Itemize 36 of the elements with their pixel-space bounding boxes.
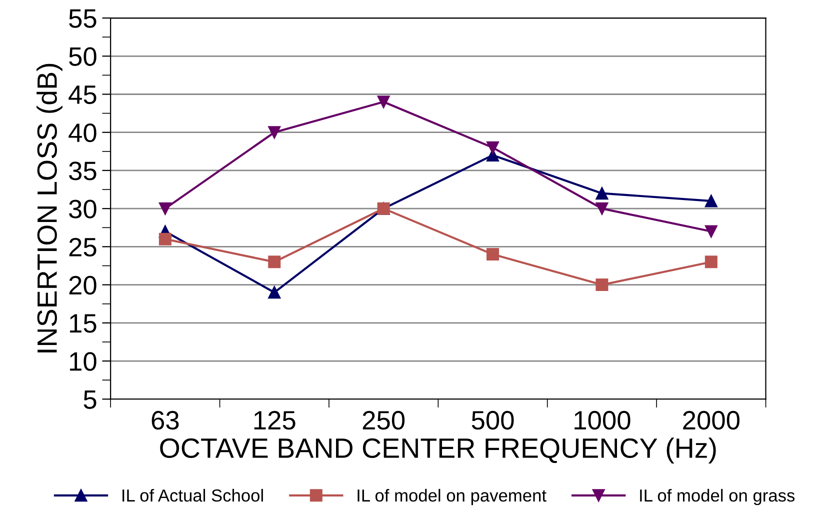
point — [596, 187, 608, 200]
y-tick-label: 10 — [70, 352, 96, 371]
x-tick-label: 250 — [362, 410, 405, 430]
point — [596, 202, 608, 215]
legend-label: IL of model on grass — [640, 488, 795, 506]
x-tick-label: 1000 — [574, 410, 630, 430]
x-tick-label: 125 — [254, 410, 296, 430]
y-tick-label: 40 — [68, 123, 96, 142]
point — [596, 278, 608, 292]
y-tick-label: 5 — [84, 390, 96, 409]
x-tick-label: 63 — [152, 410, 179, 430]
point — [377, 96, 390, 108]
x-tick-label: 500 — [472, 410, 514, 430]
point — [158, 202, 172, 215]
point — [268, 256, 281, 268]
point — [268, 126, 281, 139]
legend-label: IL of Actual School — [122, 488, 263, 502]
y-tick-label: 20 — [69, 276, 96, 295]
y-axis-title: INSERTION LOSS (dB) — [36, 64, 62, 352]
point — [704, 225, 718, 238]
x-tick-label: 2000 — [683, 410, 740, 430]
y-tick-label: 25 — [69, 238, 96, 257]
y-tick-label: 15 — [70, 314, 96, 333]
legend-label: IL of model on pavement — [358, 488, 546, 506]
point — [704, 256, 718, 268]
y-tick-label: 50 — [69, 47, 96, 66]
point — [486, 141, 500, 154]
y-tick-label: 35 — [69, 162, 96, 180]
y-tick-label: 30 — [69, 200, 96, 218]
y-tick-label: 55 — [69, 9, 96, 28]
x-axis-title: OCTAVE BAND CENTER FREQUENCY (Hz) — [160, 438, 716, 464]
point — [486, 248, 500, 261]
y-tick-label: 45 — [68, 86, 96, 104]
point — [704, 194, 718, 208]
point — [268, 286, 281, 299]
point — [158, 232, 172, 246]
